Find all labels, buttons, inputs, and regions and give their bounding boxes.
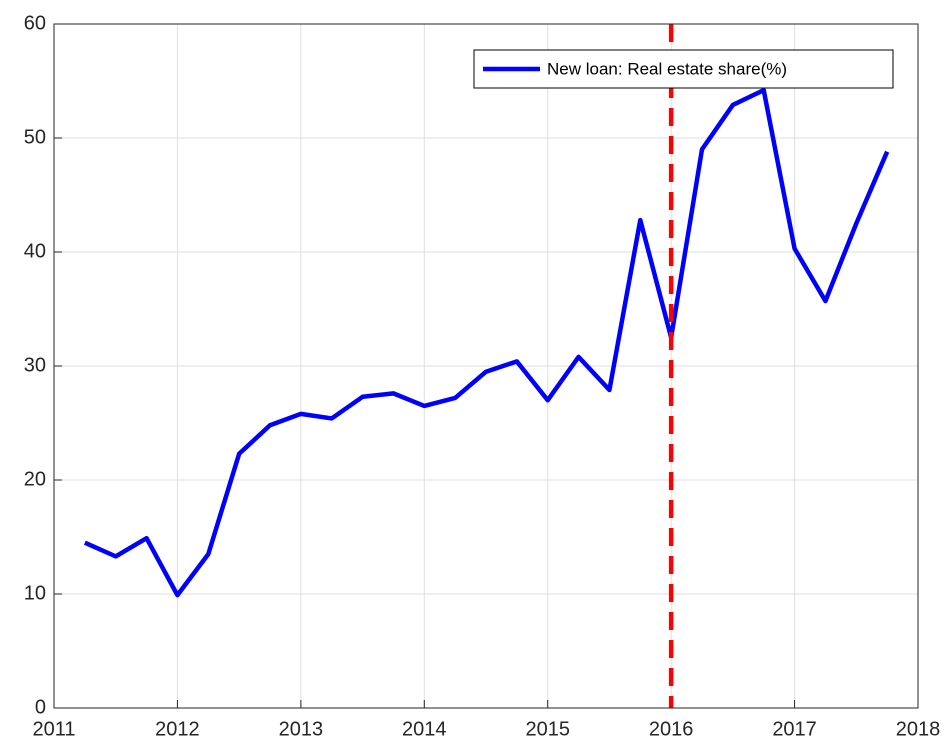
legend: New loan: Real estate share(%)	[473, 49, 894, 89]
y-tick-label: 20	[24, 468, 46, 490]
y-tick-label: 40	[24, 240, 46, 262]
x-tick-label: 2018	[896, 718, 941, 740]
x-tick-label: 2017	[772, 718, 817, 740]
legend-box	[473, 49, 894, 89]
x-tick-label: 2014	[402, 718, 447, 740]
y-tick-label: 30	[24, 354, 46, 376]
x-tick-label: 2016	[649, 718, 694, 740]
x-tick-label: 2013	[279, 718, 324, 740]
data-line	[83, 87, 890, 598]
y-tick-label: 60	[24, 12, 46, 34]
y-tick-label: 50	[24, 126, 46, 148]
x-tick-label: 2015	[525, 718, 570, 740]
legend-label: New loan: Real estate share(%)	[547, 59, 787, 78]
y-tick-label: 10	[24, 582, 46, 604]
plot-frame	[53, 23, 919, 709]
x-tick-label: 2011	[32, 718, 75, 740]
y-tick-label: 0	[35, 696, 46, 718]
x-tick-label: 2012	[155, 718, 200, 740]
